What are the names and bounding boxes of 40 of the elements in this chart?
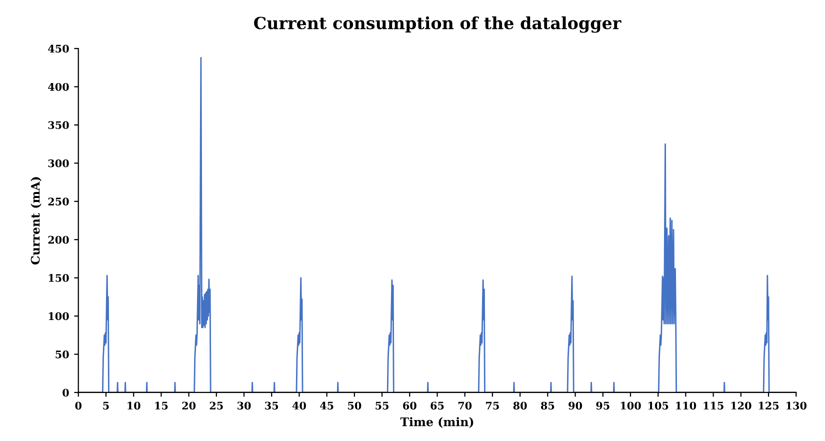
y-tick-label: 450 [48, 44, 69, 53]
x-tick-label: 20 [182, 402, 196, 410]
y-tick-label: 350 [48, 121, 69, 130]
chart-title: Current consumption of the datalogger [254, 16, 622, 33]
x-tick-label: 50 [348, 402, 362, 410]
x-axis-title: Time (min) [400, 417, 474, 428]
x-tick-label: 115 [704, 402, 724, 410]
y-tick-label: 100 [48, 312, 69, 320]
x-tick-label: 10 [128, 402, 140, 410]
x-tick-label: 30 [237, 402, 251, 410]
y-tick-label: 50 [56, 350, 69, 358]
x-tick-label: 60 [403, 402, 416, 410]
x-tick-label: 125 [758, 402, 779, 410]
y-tick-label: 200 [48, 236, 69, 244]
x-tick-label: 55 [376, 402, 388, 410]
x-tick-label: 90 [568, 402, 582, 410]
y-tick-label: 300 [48, 159, 69, 168]
y-tick-label: 250 [48, 198, 69, 206]
x-tick-label: 25 [210, 402, 223, 410]
x-tick-label: 100 [620, 402, 641, 410]
x-tick-label: 0 [75, 402, 82, 410]
x-tick-label: 45 [320, 402, 334, 410]
x-tick-label: 15 [155, 402, 168, 410]
x-tick-label: 75 [486, 402, 499, 410]
x-tick-label: 105 [648, 402, 668, 410]
y-tick-label: 400 [48, 82, 69, 91]
x-tick-label: 85 [540, 402, 554, 410]
x-tick-label: 40 [292, 402, 306, 410]
x-tick-label: 130 [786, 402, 807, 410]
x-tick-label: 5 [103, 402, 109, 410]
x-tick-label: 65 [430, 402, 444, 410]
x-tick-label: 95 [596, 402, 610, 410]
y-axis-title: Current (mA) [30, 177, 42, 264]
x-tick-label: 70 [458, 402, 472, 410]
y-tick-label: 150 [48, 274, 69, 282]
x-tick-label: 110 [676, 402, 696, 410]
y-tick-label: 0 [62, 388, 69, 397]
x-tick-label: 35 [265, 402, 278, 410]
x-tick-label: 120 [731, 402, 752, 410]
x-tick-label: 80 [513, 402, 527, 410]
